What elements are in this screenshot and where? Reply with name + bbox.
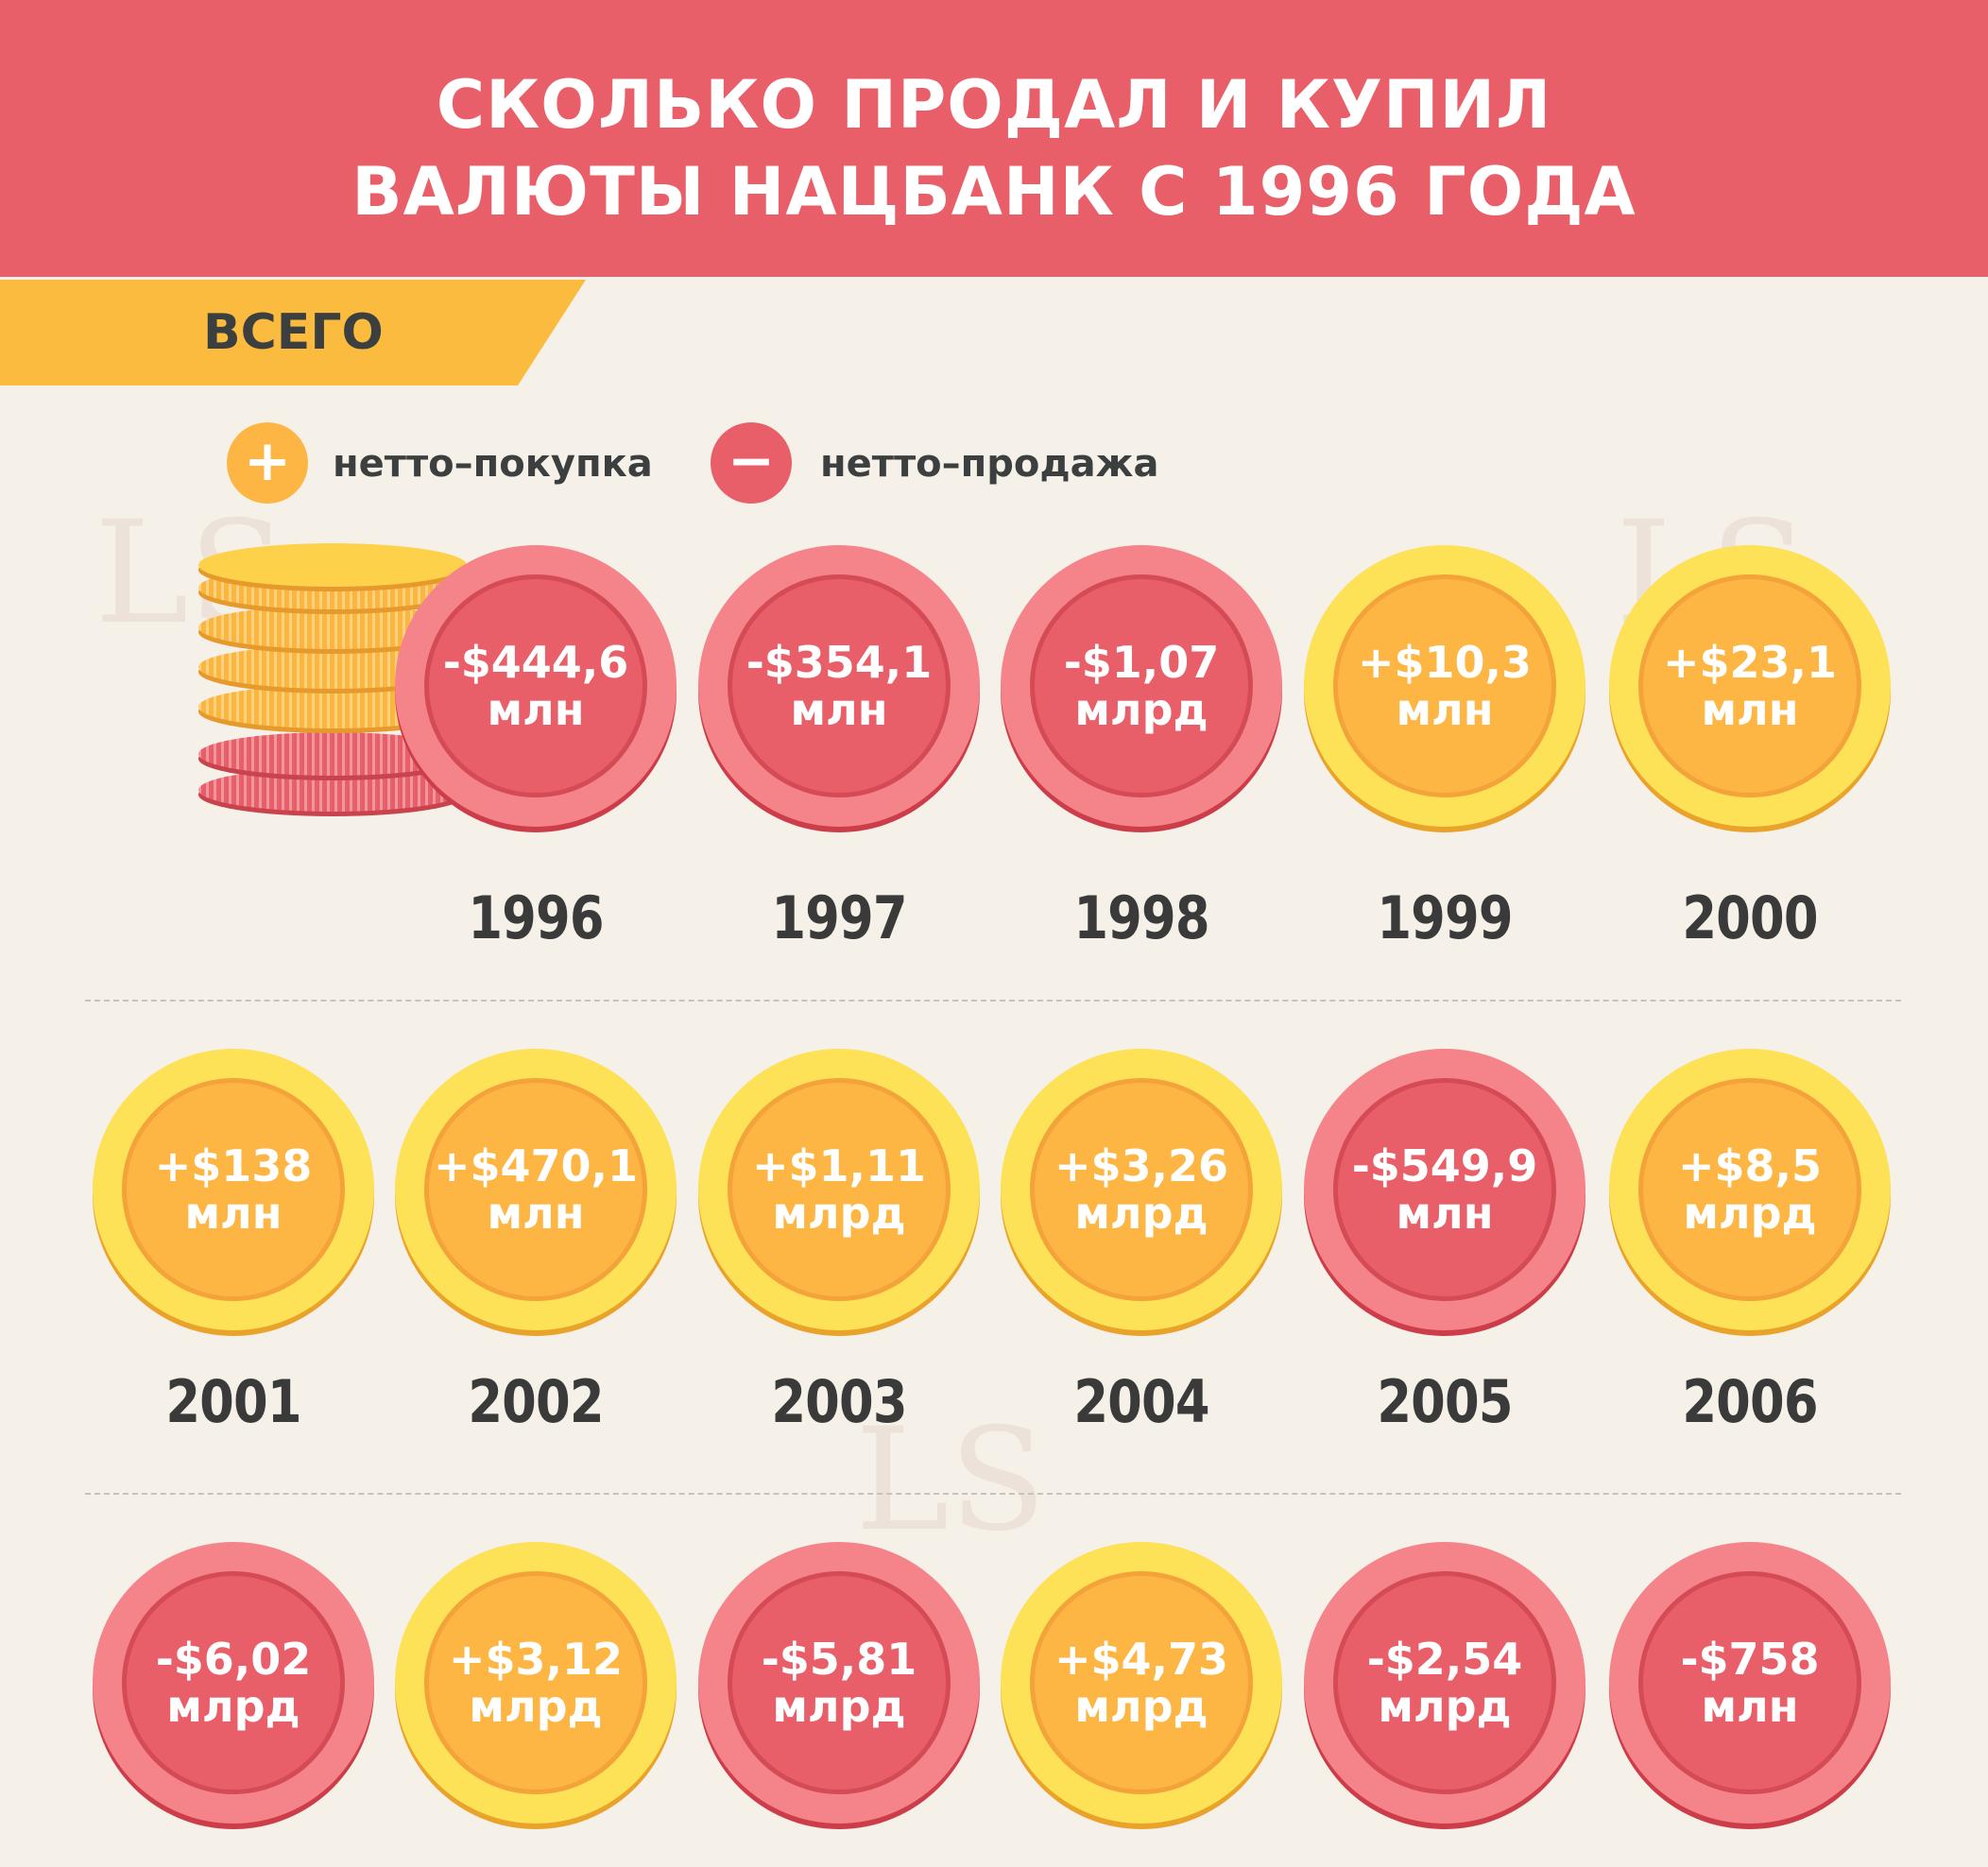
coin-unit: млн: [487, 1188, 585, 1239]
year-label: 1999: [1377, 883, 1513, 952]
coin-1998: -$1,07 млрд: [1001, 545, 1282, 827]
coin-face: -$758 млн: [1638, 1571, 1861, 1794]
coin-face: +$23,1 млн: [1638, 574, 1861, 797]
coin-unit: млн: [790, 684, 888, 735]
coin-amount: +$23,1: [1662, 637, 1838, 688]
coin-2001: +$138 млн: [93, 1049, 374, 1330]
page-title-line2: ВАЛЮТЫ НАЦБАНК С 1996 ГОДА: [351, 153, 1637, 231]
coin-face: +$3,26 млрд: [1030, 1078, 1253, 1301]
coin-row3-2: +$3,12 млрд: [395, 1542, 677, 1824]
section-label: ВСЕГО: [203, 304, 384, 361]
coin-unit: млн: [487, 684, 585, 735]
year-label: 1997: [771, 883, 907, 952]
coin-amount: +$138: [154, 1140, 313, 1191]
coin-face: +$10,3 млн: [1333, 574, 1556, 797]
row-divider: [85, 1493, 1901, 1495]
coin-face: -$5,81 млрд: [728, 1571, 951, 1794]
coin-amount: -$758: [1680, 1634, 1820, 1685]
coin-row3-4: +$4,73 млрд: [1001, 1542, 1282, 1824]
year-label: 2002: [468, 1367, 604, 1436]
coin-2000: +$23,1 млн: [1609, 545, 1891, 827]
coin-face: -$549,9 млн: [1333, 1078, 1556, 1301]
coin-amount: +$470,1: [433, 1140, 639, 1191]
coin-row3-6: -$758 млн: [1609, 1542, 1891, 1824]
coin-unit: млн: [184, 1188, 283, 1239]
coin-unit: млрд: [1074, 1681, 1208, 1732]
coin-amount: -$6,02: [155, 1634, 312, 1685]
coin-unit: млрд: [166, 1681, 300, 1732]
coin-amount: -$549,9: [1351, 1140, 1538, 1191]
coin-amount: +$3,26: [1054, 1140, 1229, 1191]
coin-amount: -$1,07: [1063, 637, 1220, 688]
coin-row3-3: -$5,81 млрд: [698, 1542, 980, 1824]
coin-2003: +$1,11 млрд: [698, 1049, 980, 1330]
coin-amount: +$1,11: [751, 1140, 927, 1191]
coin-1999: +$10,3 млн: [1304, 545, 1585, 827]
coin-amount: +$3,12: [448, 1634, 624, 1685]
coin-face: -$444,6 млн: [424, 574, 647, 797]
coin-unit: млрд: [1378, 1681, 1512, 1732]
coin-face: +$3,12 млрд: [424, 1571, 647, 1794]
coin-unit: млн: [1701, 684, 1799, 735]
coin-unit: млрд: [772, 1681, 906, 1732]
coin-unit: млн: [1396, 1188, 1494, 1239]
year-label: 2001: [165, 1367, 301, 1436]
row-divider: [85, 1000, 1901, 1002]
coin-unit: млн: [1396, 684, 1494, 735]
coin-2002: +$470,1 млн: [395, 1049, 677, 1330]
coin-face: +$470,1 млн: [424, 1078, 647, 1301]
year-label: 2004: [1073, 1367, 1209, 1436]
year-label: 1998: [1073, 883, 1209, 952]
coin-1996: -$444,6 млн: [395, 545, 677, 827]
year-label: 2000: [1682, 883, 1818, 952]
coin-face: -$354,1 млн: [728, 574, 951, 797]
coin-amount: +$4,73: [1054, 1634, 1229, 1685]
coin-face: -$1,07 млрд: [1030, 574, 1253, 797]
coin-unit: млрд: [469, 1681, 603, 1732]
coin-amount: -$5,81: [761, 1634, 917, 1685]
coin-amount: -$354,1: [746, 637, 933, 688]
coin-amount: +$8,5: [1677, 1140, 1823, 1191]
coin-unit: млрд: [1683, 1188, 1817, 1239]
coin-face: -$2,54 млрд: [1333, 1571, 1556, 1794]
page-title-line1: СКОЛЬКО ПРОДАЛ И КУПИЛ: [436, 66, 1552, 144]
year-label: 2003: [771, 1367, 907, 1436]
coin-face: -$6,02 млрд: [122, 1571, 345, 1794]
coin-unit: млн: [1701, 1681, 1799, 1732]
coin-face: +$1,11 млрд: [728, 1078, 951, 1301]
legend-minus-label: нетто–продажа: [820, 442, 1159, 486]
minus-icon: −: [711, 422, 792, 504]
coin-amount: -$444,6: [442, 637, 629, 688]
coin-2005: -$549,9 млн: [1304, 1049, 1585, 1330]
legend-plus-label: нетто–покупка: [333, 442, 653, 486]
coin-amount: -$2,54: [1366, 1634, 1523, 1685]
coin-face: +$138 млн: [122, 1078, 345, 1301]
section-ribbon: ВСЕГО: [0, 280, 586, 385]
coin-row3-1: -$6,02 млрд: [93, 1542, 374, 1824]
watermark-logo-center: LS: [855, 1398, 1047, 1563]
coin-row3-5: -$2,54 млрд: [1304, 1542, 1585, 1824]
year-label: 2006: [1682, 1367, 1818, 1436]
header-banner: СКОЛЬКО ПРОДАЛ И КУПИЛ ВАЛЮТЫ НАЦБАНК С …: [0, 0, 1988, 277]
coin-2004: +$3,26 млрд: [1001, 1049, 1282, 1330]
coin-face: +$8,5 млрд: [1638, 1078, 1861, 1301]
plus-icon: +: [227, 422, 308, 504]
year-label: 2005: [1377, 1367, 1513, 1436]
coin-2006: +$8,5 млрд: [1609, 1049, 1891, 1330]
coin-1997: -$354,1 млн: [698, 545, 980, 827]
coin-amount: +$10,3: [1357, 637, 1533, 688]
coin-stack-top: [198, 543, 467, 587]
coin-unit: млрд: [1074, 1188, 1208, 1239]
coin-unit: млрд: [772, 1188, 906, 1239]
coin-face: +$4,73 млрд: [1030, 1571, 1253, 1794]
year-label: 1996: [468, 883, 604, 952]
coin-unit: млрд: [1074, 684, 1208, 735]
